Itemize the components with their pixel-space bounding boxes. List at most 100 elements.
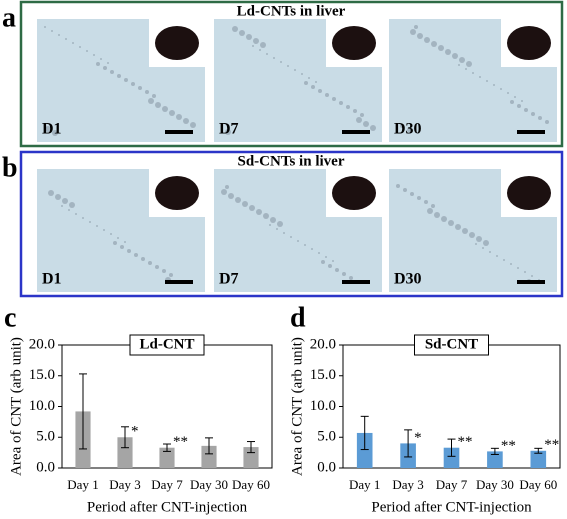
liver <box>332 176 376 210</box>
speck <box>353 109 357 113</box>
speck <box>297 240 299 242</box>
speck <box>269 224 271 226</box>
speck <box>51 30 53 32</box>
speck <box>65 38 67 40</box>
speck <box>441 216 447 222</box>
speck <box>510 263 512 265</box>
liver <box>332 26 376 60</box>
speck <box>417 33 423 39</box>
speck <box>304 81 308 85</box>
speck <box>410 29 416 35</box>
speck <box>396 184 400 188</box>
speck <box>69 202 75 208</box>
speck <box>131 82 135 86</box>
speck <box>452 53 458 59</box>
y-tick-label: 0.0 <box>317 459 336 475</box>
speck <box>356 117 362 123</box>
speck <box>438 45 444 51</box>
speck <box>531 112 535 116</box>
speck <box>287 65 289 67</box>
speck <box>424 37 430 43</box>
speck <box>103 66 107 70</box>
x-tick-label: Day 30 <box>476 477 514 492</box>
speck <box>117 74 121 78</box>
bar <box>356 432 373 468</box>
liver <box>155 26 199 60</box>
significance-marker: * <box>131 424 139 440</box>
speck <box>256 209 262 215</box>
speck <box>325 93 329 97</box>
speck <box>294 69 296 71</box>
speck <box>431 41 437 47</box>
image-label: D30 <box>394 121 422 138</box>
speck <box>510 100 514 104</box>
y-tick-label: 15.0 <box>29 367 55 383</box>
speck <box>239 30 245 36</box>
speck <box>152 94 156 98</box>
speck <box>58 34 60 36</box>
speck <box>183 118 189 124</box>
error-bar <box>360 415 369 451</box>
speck <box>483 240 489 246</box>
y-tick-label: 10.0 <box>29 398 55 414</box>
panel-letter: c <box>4 302 16 333</box>
speck <box>52 130 58 136</box>
speck <box>475 243 477 245</box>
speck <box>273 57 275 59</box>
speck <box>96 62 100 66</box>
speck <box>321 260 325 264</box>
speck <box>489 251 491 253</box>
chart-title: Sd-CNT <box>425 336 478 352</box>
speck <box>221 189 227 195</box>
significance-marker: ** <box>501 438 516 454</box>
speck <box>155 102 161 108</box>
x-axis-label: Period after CNT-injection <box>87 499 248 515</box>
panel-frame <box>19 0 564 148</box>
speck <box>86 50 88 52</box>
speck <box>82 217 84 219</box>
bar <box>530 450 547 468</box>
speck <box>507 92 509 94</box>
x-axis-label: Period after CNT-injection <box>371 499 532 515</box>
liver <box>155 176 199 210</box>
speck <box>434 212 440 218</box>
speck <box>462 228 468 234</box>
error-bar <box>447 438 456 457</box>
speck <box>311 85 315 89</box>
title-box <box>129 334 205 356</box>
speck <box>517 104 521 108</box>
speck <box>363 121 369 127</box>
speck <box>465 68 467 70</box>
speck <box>538 116 542 120</box>
speck <box>276 228 278 230</box>
x-tick-label: Day 1 <box>349 477 380 492</box>
speck <box>44 26 46 28</box>
speck <box>107 62 109 64</box>
liver <box>507 26 551 60</box>
speck <box>342 272 346 276</box>
image-label: D1 <box>42 121 62 138</box>
significance-marker: * <box>414 430 422 446</box>
error-bar <box>534 447 543 454</box>
speck <box>89 221 91 223</box>
speck <box>370 125 376 131</box>
error-bar <box>247 441 255 454</box>
speck <box>301 73 303 75</box>
speck <box>482 247 484 249</box>
bar <box>443 447 460 468</box>
speck <box>68 209 70 211</box>
panel-frame <box>19 150 564 298</box>
speck <box>545 120 549 124</box>
speck <box>162 269 166 273</box>
speck <box>493 84 495 86</box>
speck <box>339 101 343 105</box>
image-label: D1 <box>42 271 62 288</box>
speck <box>531 275 533 277</box>
speck <box>62 198 68 204</box>
speck <box>134 253 138 257</box>
speck <box>517 267 519 269</box>
y-tick-label: 10.0 <box>310 398 336 414</box>
bar <box>201 445 217 468</box>
speck <box>169 110 175 116</box>
error-bar <box>163 443 171 452</box>
